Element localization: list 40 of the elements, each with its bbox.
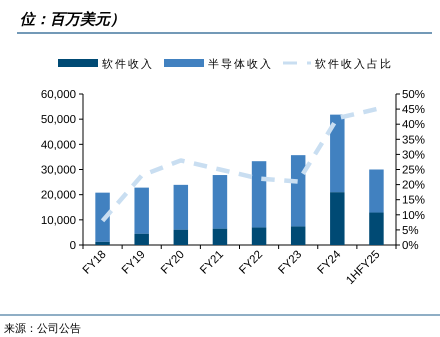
y2-tick-label: 40% (402, 119, 426, 132)
bar (174, 184, 188, 230)
bar (330, 114, 345, 192)
legend-label: 软件收入占比 (315, 58, 393, 70)
y2-tick-label: 20% (402, 180, 426, 192)
bar (290, 155, 306, 226)
bar (212, 228, 228, 245)
bar (134, 234, 149, 245)
y-tick-label: 40,000 (40, 139, 76, 152)
y-tick-label: 20,000 (40, 190, 76, 202)
legend-label: 半导体收入 (208, 58, 273, 70)
source-note: 来源：公司公告 (4, 322, 81, 335)
y-tick-label: 0 (70, 240, 76, 252)
bar (174, 230, 188, 245)
y2-tick-label: 35% (402, 134, 426, 146)
bar (212, 175, 228, 229)
legend-label: 软件收入 (102, 58, 154, 70)
bar (134, 188, 149, 234)
bar (252, 227, 266, 245)
bar (369, 212, 384, 245)
bar (95, 192, 110, 242)
y2-tick-label: 45% (402, 104, 426, 116)
y-tick-label: 60,000 (40, 89, 76, 101)
y2-tick-label: 25% (402, 164, 426, 176)
y2-tick-label: 10% (402, 210, 426, 222)
bar (252, 161, 266, 228)
y-tick-label: 50,000 (40, 114, 76, 126)
y2-tick-label: 5% (402, 224, 419, 237)
y2-tick-label: 50% (402, 89, 426, 101)
chart-title: 位：百万美元） (20, 10, 125, 28)
y-tick-label: 10,000 (40, 214, 76, 227)
y-tick-label: 30,000 (40, 164, 76, 176)
y2-tick-label: 0% (402, 240, 419, 252)
bar (95, 242, 110, 245)
bar (330, 192, 345, 245)
bar (290, 226, 306, 245)
line-series (100, 106, 379, 224)
y2-tick-label: 15% (402, 194, 426, 207)
y2-tick-label: 30% (402, 149, 426, 162)
bar (369, 170, 384, 213)
